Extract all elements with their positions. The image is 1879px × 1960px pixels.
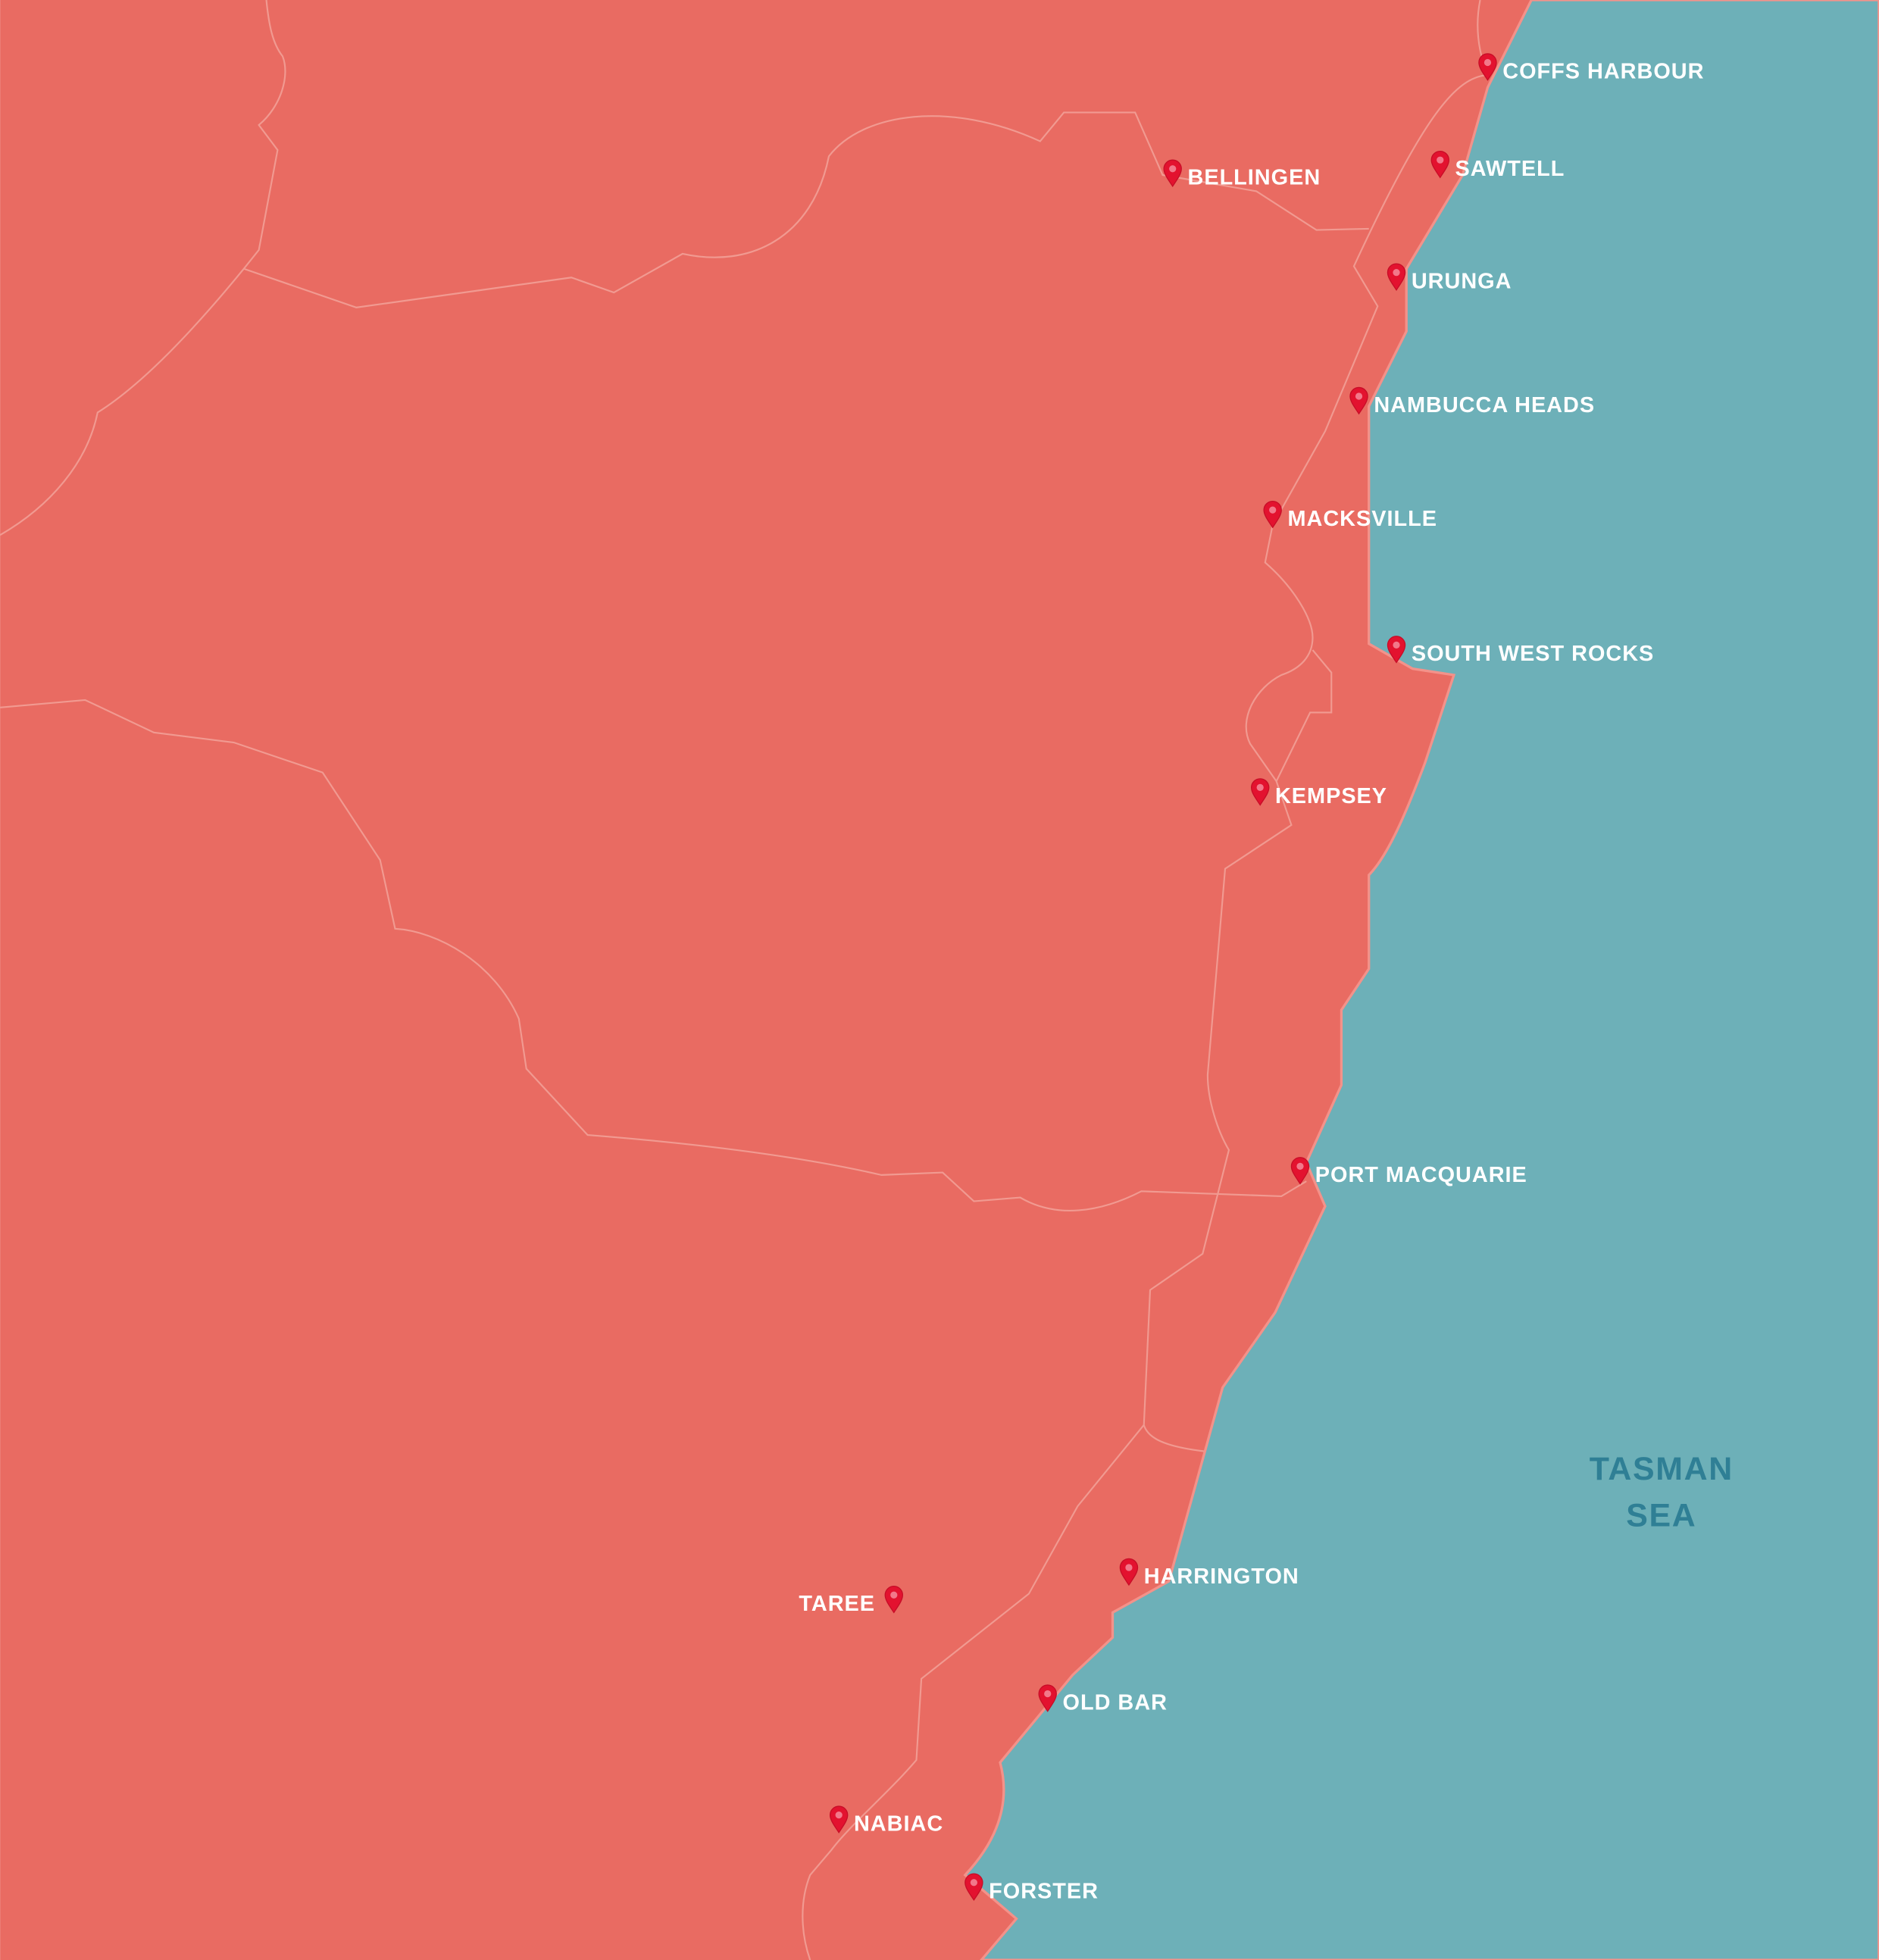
pin-dot	[1484, 58, 1492, 67]
pin-dot	[835, 1811, 843, 1819]
place-marker: PORT MACQUARIE	[1290, 1157, 1527, 1187]
pin	[1250, 778, 1270, 806]
pin	[1163, 159, 1182, 188]
pin-dot	[1355, 392, 1363, 400]
place-label: BELLINGEN	[1187, 166, 1321, 190]
pin-dot	[1269, 506, 1277, 514]
place-marker: MACKSVILLE	[1263, 501, 1437, 531]
pin-dot	[1256, 783, 1264, 792]
sea	[963, 0, 1879, 1960]
pin	[965, 1873, 983, 1901]
sea-label: SEA	[1626, 1497, 1696, 1533]
pin	[1290, 1157, 1310, 1185]
place-label: COFFS HARBOUR	[1502, 59, 1704, 83]
place-label: NAMBUCCA HEADS	[1374, 393, 1595, 417]
place-label: SAWTELL	[1455, 157, 1565, 181]
pin-dot	[1044, 1690, 1052, 1698]
place-label: SOUTH WEST ROCKS	[1412, 642, 1654, 666]
pin-dot	[890, 1591, 898, 1599]
place-marker: NABIAC	[829, 1805, 943, 1836]
place-label: KEMPSEY	[1275, 784, 1387, 808]
pin	[1119, 1558, 1139, 1586]
place-label: MACKSVILLE	[1287, 507, 1437, 531]
pin	[1478, 53, 1497, 81]
place-marker: FORSTER	[965, 1873, 1099, 1904]
place-marker: SOUTH WEST ROCKS	[1387, 636, 1654, 666]
pin-dot	[1393, 269, 1400, 277]
place-label: FORSTER	[989, 1880, 1099, 1904]
pin	[1387, 263, 1406, 291]
place-label: NABIAC	[854, 1812, 943, 1836]
place-label: OLD BAR	[1063, 1690, 1168, 1715]
place-marker: NAMBUCCA HEADS	[1349, 386, 1595, 417]
place-marker: TAREE	[799, 1586, 903, 1616]
pin-dot	[970, 1879, 977, 1887]
place-label: PORT MACQUARIE	[1315, 1163, 1527, 1187]
place-marker: SAWTELL	[1430, 151, 1565, 181]
pin	[1263, 501, 1282, 529]
place-marker: COFFS HARBOUR	[1478, 53, 1704, 83]
pin-dot	[1169, 165, 1177, 173]
place-label: HARRINGTON	[1144, 1565, 1299, 1589]
place-label: TAREE	[799, 1592, 875, 1616]
place-marker: OLD BAR	[1038, 1684, 1168, 1715]
place-marker: BELLINGEN	[1163, 159, 1321, 190]
places: COFFS HARBOUR BELLINGEN SAWTELL URUNGA NAMBU…	[799, 53, 1704, 1904]
place-marker: HARRINGTON	[1119, 1558, 1299, 1589]
pin	[829, 1805, 849, 1833]
pin	[1430, 151, 1449, 179]
pin	[1038, 1684, 1057, 1712]
pin-dot	[1296, 1162, 1304, 1170]
pin-dot	[1437, 156, 1444, 164]
pin-dot	[1125, 1564, 1133, 1571]
sea-label: TASMAN	[1590, 1451, 1734, 1487]
place-marker: KEMPSEY	[1250, 778, 1387, 808]
place-marker: URUNGA	[1387, 263, 1512, 293]
place-label: URUNGA	[1412, 269, 1512, 293]
pin	[1387, 636, 1406, 664]
pin	[884, 1586, 903, 1614]
pin-dot	[1393, 641, 1400, 649]
pin	[1349, 386, 1368, 415]
